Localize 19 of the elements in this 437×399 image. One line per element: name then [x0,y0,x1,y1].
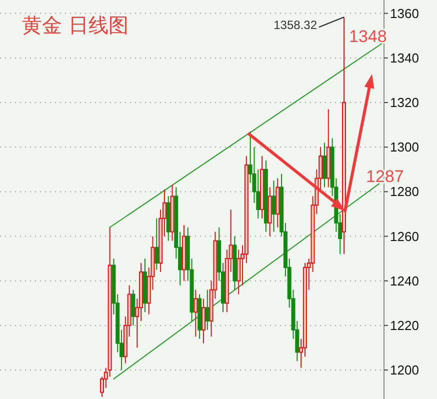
candlestick [236,249,241,295]
y-tick-label: 1260 [390,228,419,244]
y-tick-label: 1240 [390,273,419,288]
y-tick-label: 1340 [390,50,419,66]
candlestick [131,289,136,326]
annotation: 1358.32 [274,18,318,32]
y-tick-label: 1360 [390,6,419,21]
candlestick [201,298,206,344]
text: 黄金 日线图 [22,13,128,37]
y-tick-label: 1320 [390,95,419,110]
y-tick-label: 1200 [390,362,419,378]
y-tick-label: 1280 [390,184,419,200]
y-tick-label: 1300 [390,140,419,155]
candlestick [154,218,159,270]
candlestick [194,289,198,338]
y-tick-label: 1220 [390,318,419,333]
candlestick [205,289,210,330]
candlestick [272,180,276,232]
candlestick [322,142,326,188]
